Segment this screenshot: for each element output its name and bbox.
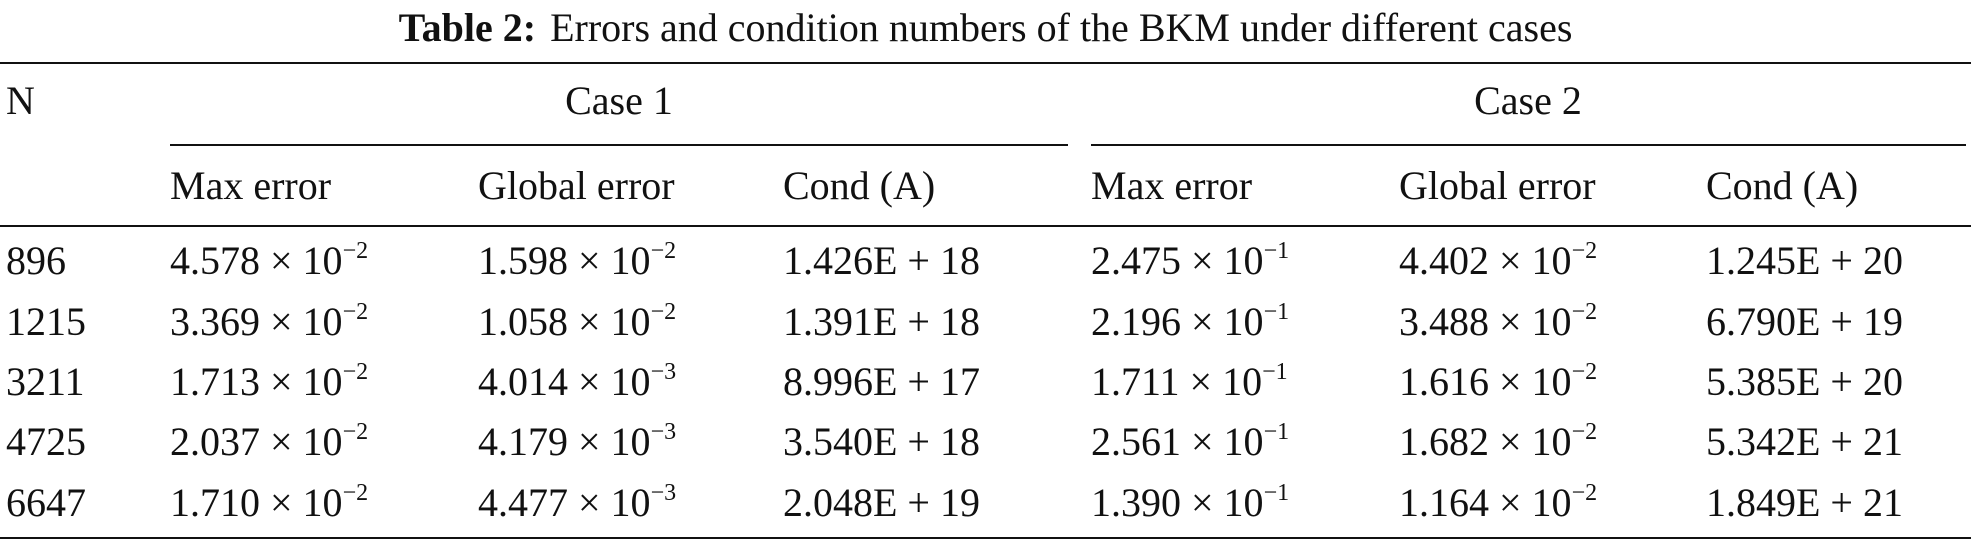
cell-exponent: −2 <box>650 238 677 264</box>
cell-base: 2.561 × 10 <box>1091 419 1264 464</box>
cell: 1.058 × 10−2 <box>478 299 677 344</box>
cell-exponent: −2 <box>342 480 369 506</box>
cell: 1.682 × 10−2 <box>1399 419 1598 464</box>
cell-base: 1.390 × 10 <box>1091 480 1264 525</box>
cell: 1.849E + 21 <box>1706 480 1903 525</box>
cell: 4.578 × 10−2 <box>170 238 369 283</box>
table-caption: Table 2: Errors and condition numbers of … <box>0 4 1971 51</box>
group-header: Case 1 <box>565 78 673 123</box>
cell: 2.196 × 10−1 <box>1091 299 1290 344</box>
cell-exponent: −2 <box>1571 359 1598 385</box>
cell: 1.616 × 10−2 <box>1399 359 1598 404</box>
cell-exponent: −1 <box>1263 299 1290 325</box>
cell-base: 2.475 × 10 <box>1091 238 1264 283</box>
cell: 1.245E + 20 <box>1706 238 1903 283</box>
cell-exponent: −2 <box>650 299 677 325</box>
group-header: Case 2 <box>1474 78 1582 123</box>
row-label: 3211 <box>6 359 85 404</box>
cell: 5.342E + 21 <box>1706 419 1903 464</box>
cell-exponent: −3 <box>650 359 677 385</box>
cell-exponent: −2 <box>342 238 369 264</box>
cell-exponent: −2 <box>1571 480 1598 506</box>
cell-base: 4.402 × 10 <box>1399 238 1572 283</box>
cell-exponent: −1 <box>1262 359 1288 385</box>
cell-base: 1.711 × 10 <box>1091 359 1263 404</box>
cell-base: 2.037 × 10 <box>170 419 343 464</box>
cell-exponent: −2 <box>342 359 369 385</box>
column-header: Global error <box>478 163 675 208</box>
cell-base: 1.598 × 10 <box>478 238 651 283</box>
row-header: N <box>6 78 35 123</box>
row-label: 896 <box>6 238 66 283</box>
cell-exponent: −2 <box>1571 299 1598 325</box>
cell: 1.164 × 10−2 <box>1399 480 1598 525</box>
cell-base: 2.196 × 10 <box>1091 299 1264 344</box>
cell-exponent: −2 <box>1571 419 1598 445</box>
cell: 4.014 × 10−3 <box>478 359 677 404</box>
cell-base: 3.369 × 10 <box>170 299 343 344</box>
cell: 8.996E + 17 <box>783 359 980 404</box>
cell-exponent: −1 <box>1263 238 1290 264</box>
cell: 1.711 × 10−1 <box>1091 359 1288 404</box>
cell-exponent: −2 <box>342 419 369 445</box>
column-header: Cond (A) <box>783 163 936 208</box>
header-rule <box>0 225 1971 227</box>
cell: 3.540E + 18 <box>783 419 980 464</box>
cell-base: 1.164 × 10 <box>1399 480 1572 525</box>
bottom-rule <box>0 537 1971 539</box>
cell-exponent: −3 <box>650 480 677 506</box>
cell-base: 4.477 × 10 <box>478 480 651 525</box>
column-header: Max error <box>170 163 332 208</box>
row-label: 1215 <box>6 299 86 344</box>
cell-base: 1.710 × 10 <box>170 480 343 525</box>
column-header: Cond (A) <box>1706 163 1859 208</box>
cell-base: 1.682 × 10 <box>1399 419 1572 464</box>
cell-exponent: −2 <box>342 299 369 325</box>
cell-exponent: −1 <box>1263 480 1290 506</box>
cell-base: 3.488 × 10 <box>1399 299 1572 344</box>
cell: 1.391E + 18 <box>783 299 980 344</box>
cell: 1.598 × 10−2 <box>478 238 677 283</box>
table-label: Table 2: <box>398 5 537 50</box>
cell: 5.385E + 20 <box>1706 359 1903 404</box>
column-header: Max error <box>1091 163 1253 208</box>
cell: 1.713 × 10−2 <box>170 359 369 404</box>
cell: 1.390 × 10−1 <box>1091 480 1290 525</box>
cell-exponent: −1 <box>1263 419 1290 445</box>
cell: 3.488 × 10−2 <box>1399 299 1598 344</box>
cell: 2.561 × 10−1 <box>1091 419 1290 464</box>
cell: 3.369 × 10−2 <box>170 299 369 344</box>
cell: 6.790E + 19 <box>1706 299 1903 344</box>
cell: 2.037 × 10−2 <box>170 419 369 464</box>
cell-base: 4.578 × 10 <box>170 238 343 283</box>
group-rule <box>170 144 1068 146</box>
cell: 4.477 × 10−3 <box>478 480 677 525</box>
cell-exponent: −3 <box>650 419 677 445</box>
cell: 4.402 × 10−2 <box>1399 238 1598 283</box>
cell: 2.048E + 19 <box>783 480 980 525</box>
caption-text: Errors and condition numbers of the BKM … <box>550 5 1573 50</box>
cell-base: 1.713 × 10 <box>170 359 343 404</box>
cell-base: 4.179 × 10 <box>478 419 651 464</box>
cell-exponent: −2 <box>1571 238 1598 264</box>
cell: 1.426E + 18 <box>783 238 980 283</box>
cell: 2.475 × 10−1 <box>1091 238 1290 283</box>
row-label: 6647 <box>6 480 86 525</box>
cell: 4.179 × 10−3 <box>478 419 677 464</box>
group-rule <box>1091 144 1966 146</box>
row-label: 4725 <box>6 419 86 464</box>
cell-base: 4.014 × 10 <box>478 359 651 404</box>
column-header: Global error <box>1399 163 1596 208</box>
cell-base: 1.616 × 10 <box>1399 359 1572 404</box>
cell: 1.710 × 10−2 <box>170 480 369 525</box>
cell-base: 1.058 × 10 <box>478 299 651 344</box>
top-rule <box>0 62 1971 64</box>
